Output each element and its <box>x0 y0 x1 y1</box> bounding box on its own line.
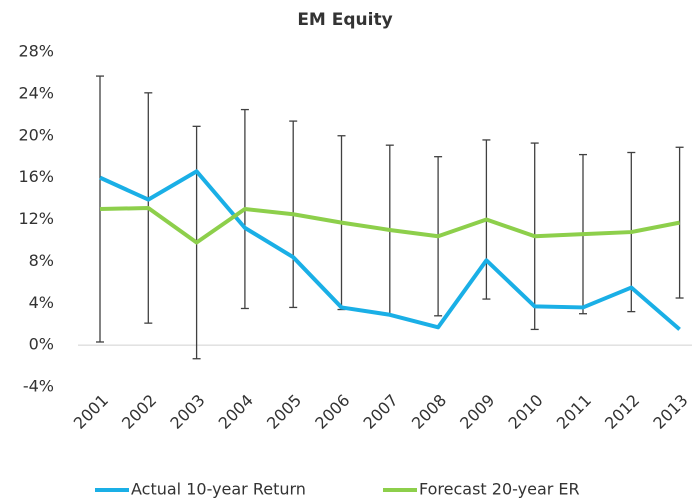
y-tick-label: -4% <box>23 377 54 396</box>
x-tick-label: 2001 <box>70 391 112 433</box>
x-tick-label: 2012 <box>601 391 643 433</box>
x-tick-label: 2004 <box>215 391 257 433</box>
y-tick-label: 24% <box>18 83 54 102</box>
x-tick-label: 2002 <box>118 391 160 433</box>
x-tick-label: 2009 <box>456 391 498 433</box>
x-tick-label: 2010 <box>504 391 546 433</box>
x-tick-label: 2007 <box>360 391 402 433</box>
x-tick-label: 2006 <box>311 391 353 433</box>
chart-title: EM Equity <box>297 10 392 30</box>
x-tick-label: 2003 <box>166 391 208 433</box>
y-tick-label: 16% <box>18 167 54 186</box>
line-series <box>99 169 681 331</box>
legend-label: Forecast 20-year ER <box>419 480 580 499</box>
x-tick-label: 2011 <box>553 391 595 433</box>
y-tick-label: 4% <box>29 293 54 312</box>
x-tick-label: 2013 <box>649 391 691 433</box>
y-tick-label: 12% <box>18 209 54 228</box>
y-tick-label: 0% <box>29 335 54 354</box>
legend-label: Actual 10-year Return <box>131 480 306 499</box>
y-tick-label: 20% <box>18 125 54 144</box>
x-tick-label: 2008 <box>408 391 450 433</box>
line-series <box>99 205 680 245</box>
y-tick-label: 8% <box>29 251 54 270</box>
y-tick-label: 28% <box>18 42 54 61</box>
x-tick-label: 2005 <box>263 391 305 433</box>
